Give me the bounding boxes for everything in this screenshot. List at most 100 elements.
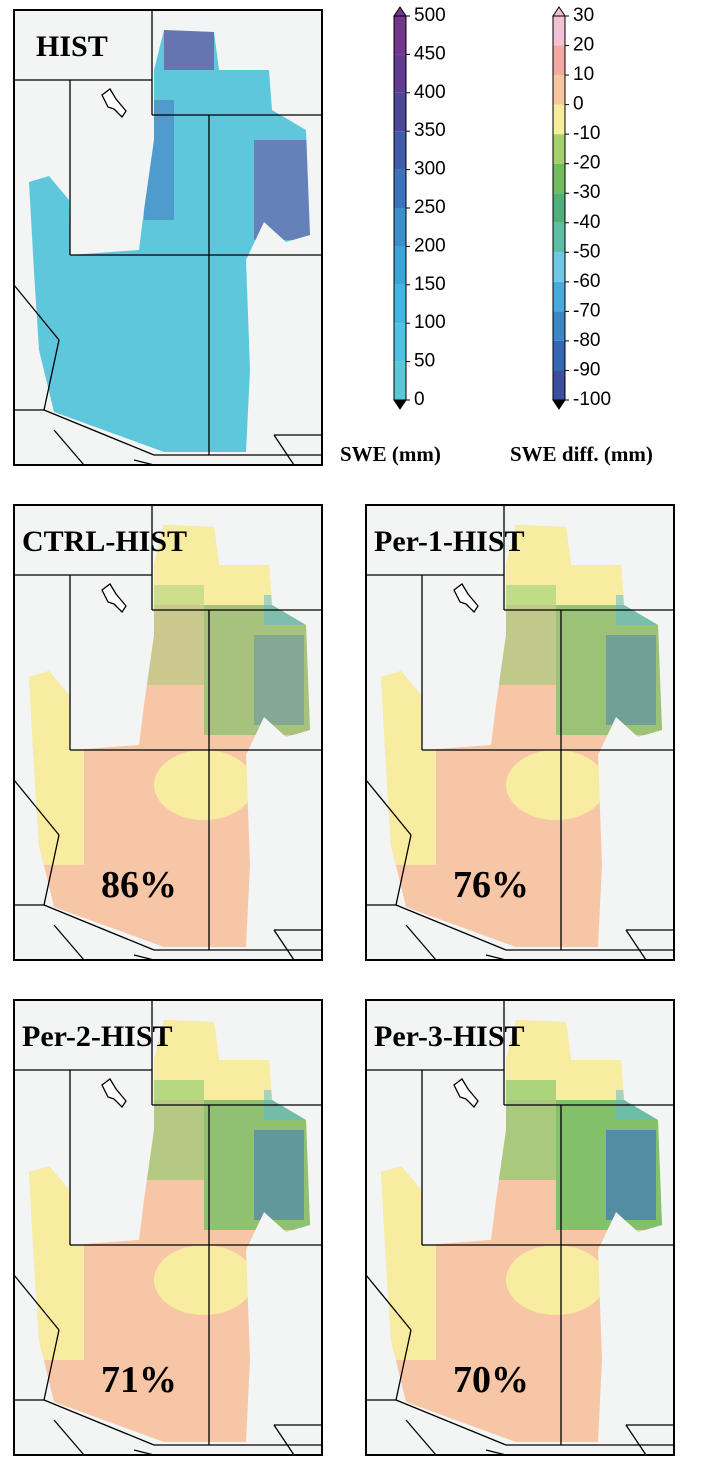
green-zone [204,605,310,735]
boundary [405,924,437,961]
boundary [43,339,60,411]
lake [101,583,127,614]
tick-label: 100 [414,312,446,333]
color-band [553,281,565,312]
green-zone [496,585,556,685]
boundary [43,904,155,951]
panel-label: Per-2-HIST [22,1020,173,1053]
color-band [553,370,565,400]
boundary [13,1274,60,1331]
tick-label: 10 [573,64,594,85]
color-band [553,45,565,76]
panel-border [13,504,323,961]
tick-label: -50 [573,241,600,262]
color-band [553,75,565,105]
color-band [553,193,565,223]
tick-label: 30 [573,5,594,26]
panel-border [365,504,675,961]
boundary [43,834,60,906]
lake [101,88,127,119]
color-band [394,54,406,93]
boundary [53,429,85,466]
color-band [394,16,406,55]
map-panel: Per-3-HIST 70% [365,999,675,1456]
tick-label: -20 [573,153,600,174]
boundary [43,1329,60,1401]
colorbar-title: SWE (mm) [340,442,441,466]
area-percent: 76% [453,864,529,906]
boundary [53,924,85,961]
blue-zone [254,1130,304,1220]
colorbar-title: SWE diff. (mm) [510,442,653,466]
color-band [553,222,565,253]
arrow-bottom [552,399,566,410]
panel-label: CTRL-HIST [22,525,187,558]
boundary [395,1399,507,1446]
tick-label: 400 [414,82,446,103]
blue-zone [254,635,304,725]
high-swe [164,30,214,70]
map-panel: CTRL-HIST 86% [13,504,323,961]
color-band [394,208,406,247]
map-panel: Per-1-HIST 76% [365,504,675,961]
boundary [273,1424,295,1456]
blue-zone [606,1130,656,1220]
panel-label: Per-1-HIST [374,525,525,558]
color-band [394,284,406,324]
colorbar: -100-90-80-70-60-50-40-30-20-100102030SW… [510,5,653,466]
boundary [13,284,60,341]
yellow-zone [506,1245,606,1315]
color-band [394,131,406,170]
area-percent: 71% [101,1359,177,1401]
boundary [53,1419,85,1456]
tick-label: -30 [573,182,600,203]
color-band [553,104,565,135]
color-band [394,169,406,208]
swe-region [29,30,310,452]
color-band [394,246,406,285]
tick-label: 450 [414,43,446,64]
colorbar: 0 50 100 150 200 250 300 350 400 450 500 SWE (mm) [340,5,446,466]
green-zone [144,1080,204,1180]
boundary [395,1329,412,1401]
high-swe [254,140,310,240]
blue-zone [606,635,656,725]
yellow-zone [506,750,606,820]
tick-label: -90 [573,359,600,380]
color-band [553,163,565,194]
boundary [395,904,507,951]
map-panel: HIST [13,9,323,466]
color-band [553,340,565,371]
arrow-top [393,6,407,17]
tick-label: -70 [573,300,600,321]
panel-border [365,999,675,1456]
color-band [553,252,565,282]
color-band [394,323,406,362]
panel-border [13,999,323,1456]
green-zone [556,605,662,735]
yellow-zone [154,750,254,820]
tick-label: -80 [573,330,600,351]
color-band [394,361,406,400]
area-percent: 86% [101,864,177,906]
tick-label: -10 [573,123,600,144]
color-band [553,16,565,46]
panel-label: Per-3-HIST [374,1020,525,1053]
tick-label: 20 [573,35,594,56]
green-zone [144,585,204,685]
tick-label: 0 [414,389,425,410]
boundary [43,1399,155,1446]
lake [101,1078,127,1109]
yellow-zone [154,1245,254,1315]
tick-label: 500 [414,5,446,26]
tick-label: 0 [573,94,584,115]
tick-label: -60 [573,271,600,292]
lake [453,1078,479,1109]
tick-label: 50 [414,351,435,372]
panel-label: HIST [36,30,108,63]
tick-label: -100 [573,389,611,410]
tick-label: 200 [414,235,446,256]
boundary [625,929,647,961]
boundary [365,1274,412,1331]
